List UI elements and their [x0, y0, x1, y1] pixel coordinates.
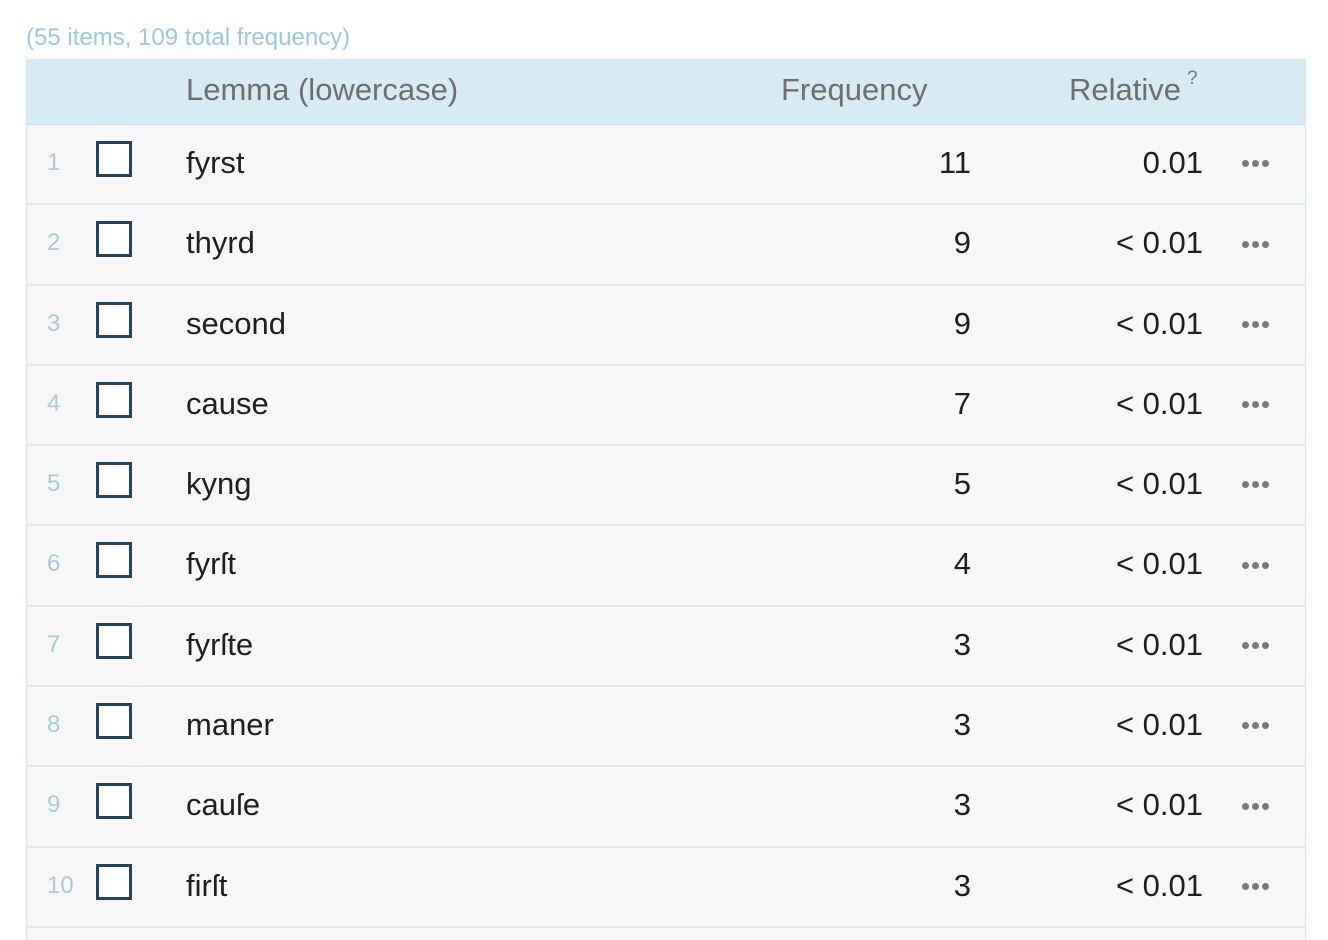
row-select-checkbox[interactable] [96, 301, 132, 338]
relative-cell: < 0.01 [1115, 626, 1203, 662]
results-summary: (55 items, 109 total frequency) [26, 24, 351, 51]
row-select-checkbox[interactable] [96, 622, 132, 659]
help-icon[interactable]: ? [1187, 68, 1198, 89]
relative-cell: < 0.01 [1115, 787, 1203, 823]
relative-cell: 0.01 [1142, 145, 1203, 180]
more-options-icon[interactable] [1237, 687, 1273, 765]
lemma-cell[interactable]: thyrd [186, 225, 255, 261]
table-header: Lemma (lowercase) Frequency Relative? [27, 59, 1305, 125]
row-select-checkbox[interactable] [96, 703, 132, 740]
more-options-icon[interactable] [1237, 607, 1273, 685]
table-row: 2 thyrd 9 < 0.01 [27, 205, 1305, 286]
row-index: 7 [47, 630, 61, 658]
lemma-cell[interactable]: kyng [186, 466, 252, 502]
frequency-cell: 9 [953, 225, 971, 261]
frequency-cell: 3 [953, 707, 971, 743]
relative-cell: < 0.01 [1115, 546, 1203, 582]
row-index: 2 [47, 229, 61, 257]
relative-cell: < 0.01 [1115, 225, 1203, 261]
more-options-icon[interactable] [1237, 526, 1273, 604]
column-header-relative-label[interactable]: Relative [1069, 72, 1181, 107]
table-row-partial [27, 927, 1305, 940]
row-select-checkbox[interactable] [96, 221, 132, 258]
more-options-icon[interactable] [1237, 286, 1273, 364]
table-row: 7 fyrſte 3 < 0.01 [27, 606, 1305, 688]
lemma-cell[interactable]: fyrst [186, 145, 245, 180]
frequency-cell: 9 [953, 305, 971, 341]
table-row: 1 fyrst 11 0.01 [27, 125, 1305, 206]
table-row: 4 cause 7 < 0.01 [27, 365, 1305, 447]
table-row: 5 kyng 5 < 0.01 [27, 446, 1305, 527]
row-index: 1 [47, 149, 61, 176]
frequency-cell: 3 [953, 867, 971, 903]
row-select-checkbox[interactable] [96, 462, 132, 499]
more-options-icon[interactable] [1237, 205, 1273, 283]
column-header-relative[interactable]: Relative? [1069, 59, 1198, 125]
more-options-icon[interactable] [1237, 767, 1273, 845]
row-select-checkbox[interactable] [96, 141, 132, 177]
frequency-cell: 5 [953, 466, 971, 502]
more-options-icon[interactable] [1237, 848, 1273, 926]
row-index: 8 [47, 711, 61, 739]
frequency-cell: 7 [953, 385, 971, 421]
lemma-cell[interactable]: cause [186, 385, 269, 421]
frequency-cell: 11 [938, 145, 971, 180]
row-select-checkbox[interactable] [96, 381, 132, 418]
frequency-cell: 3 [953, 787, 971, 823]
more-options-icon[interactable] [1237, 446, 1273, 524]
relative-cell: < 0.01 [1115, 466, 1203, 502]
lemma-cell[interactable]: fyrſte [186, 626, 254, 662]
lemma-cell[interactable]: second [186, 305, 286, 341]
column-header-lemma[interactable]: Lemma (lowercase) [186, 72, 459, 107]
table-body: 1 fyrst 11 0.01 2 thyrd 9 < 0.01 3 secon… [27, 125, 1305, 940]
column-header-frequency[interactable]: Frequency [781, 72, 928, 107]
frequency-cell: 3 [953, 626, 971, 662]
relative-cell: < 0.01 [1115, 867, 1203, 903]
row-index: 9 [47, 791, 61, 819]
row-select-checkbox[interactable] [96, 542, 132, 579]
table-row: 10 firſt 3 < 0.01 [27, 847, 1305, 928]
relative-cell: < 0.01 [1115, 305, 1203, 341]
lemma-cell[interactable]: firſt [186, 867, 228, 903]
relative-cell: < 0.01 [1115, 385, 1203, 421]
frequency-table: Lemma (lowercase) Frequency Relative? 1 … [26, 59, 1306, 940]
row-index: 10 [47, 871, 74, 899]
more-options-icon[interactable] [1237, 366, 1273, 444]
row-index: 6 [47, 550, 61, 578]
lemma-cell[interactable]: fyrſt [186, 546, 236, 582]
row-index: 4 [47, 389, 61, 417]
relative-cell: < 0.01 [1115, 707, 1203, 743]
frequency-cell: 4 [953, 546, 971, 582]
lemma-cell[interactable]: cauſe [186, 787, 261, 823]
table-row: 6 fyrſt 4 < 0.01 [27, 526, 1305, 607]
row-select-checkbox[interactable] [96, 863, 132, 900]
table-row: 9 cauſe 3 < 0.01 [27, 767, 1305, 848]
row-index: 3 [47, 309, 61, 337]
lemma-cell[interactable]: maner [186, 707, 274, 743]
row-index: 5 [47, 470, 61, 498]
more-options-icon[interactable] [1237, 125, 1273, 203]
table-row: 3 second 9 < 0.01 [27, 285, 1305, 366]
table-row: 8 maner 3 < 0.01 [27, 687, 1305, 768]
row-select-checkbox[interactable] [96, 783, 132, 820]
